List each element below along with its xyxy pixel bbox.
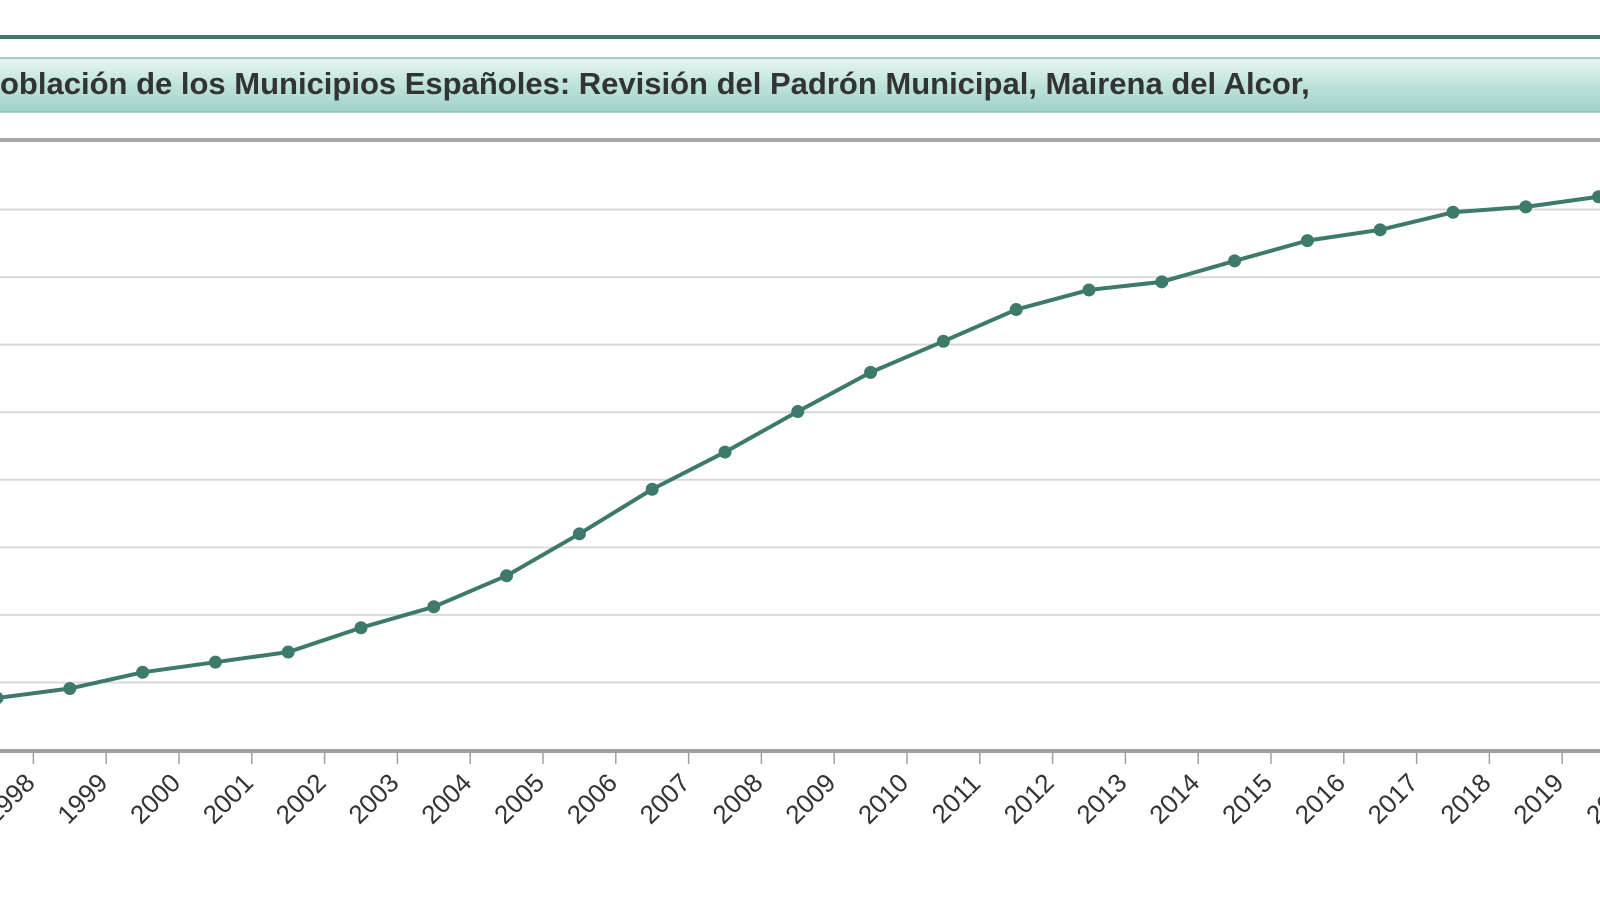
data-point: [1082, 283, 1096, 297]
data-point: [136, 665, 150, 679]
data-point: [500, 569, 514, 583]
data-point: [864, 365, 878, 379]
data-point: [1592, 190, 1600, 204]
data-point: [1446, 205, 1460, 219]
data-point: [645, 482, 659, 496]
title-bar: [0, 57, 1600, 113]
top-rule: [0, 35, 1600, 39]
data-point: [572, 527, 586, 541]
data-point: [427, 600, 441, 614]
plot-top-border: [0, 138, 1600, 142]
data-point: [1373, 223, 1387, 237]
data-point: [281, 645, 295, 659]
data-point: [1228, 254, 1242, 268]
data-point: [208, 655, 222, 669]
data-point: [1155, 275, 1169, 289]
data-point: [791, 405, 805, 419]
data-point: [354, 621, 368, 635]
data-point: [1300, 234, 1314, 248]
x-axis-line: [0, 749, 1600, 753]
data-point: [63, 682, 77, 696]
data-point: [1519, 200, 1533, 214]
data-point: [718, 445, 732, 459]
data-point: [0, 692, 4, 704]
chart-title: oblación de los Municipios Españoles: Re…: [0, 66, 1310, 101]
data-point: [936, 334, 950, 348]
data-point: [1009, 303, 1023, 317]
